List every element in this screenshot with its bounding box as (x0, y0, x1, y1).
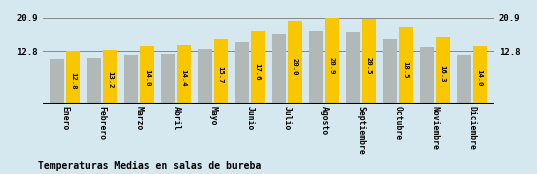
Bar (272, 34, 286, 104)
Text: 17.6: 17.6 (255, 63, 261, 80)
Text: 14.0: 14.0 (476, 69, 483, 87)
Bar (457, 55, 471, 104)
Text: 18.5: 18.5 (403, 61, 409, 78)
Bar (177, 45, 191, 104)
Text: 20.0: 20.0 (292, 58, 297, 76)
Bar (288, 21, 302, 104)
Bar (251, 31, 265, 104)
Bar (198, 49, 212, 104)
Bar (309, 31, 323, 104)
Text: 14.0: 14.0 (144, 69, 150, 87)
Text: Temperaturas Medias en salas de bureba: Temperaturas Medias en salas de bureba (38, 160, 261, 171)
Bar (103, 50, 117, 104)
Bar (420, 47, 434, 104)
Bar (161, 54, 176, 104)
Text: 12.8: 12.8 (70, 72, 76, 89)
Bar (436, 37, 449, 104)
Bar (398, 27, 412, 104)
Bar (50, 59, 64, 104)
Bar (140, 46, 154, 104)
Bar (125, 55, 139, 104)
Bar (325, 18, 339, 104)
Text: 20.5: 20.5 (366, 57, 372, 75)
Text: 16.3: 16.3 (440, 65, 446, 83)
Bar (346, 32, 360, 104)
Text: 14.4: 14.4 (181, 69, 187, 86)
Text: 15.7: 15.7 (218, 66, 224, 84)
Bar (66, 51, 80, 104)
Bar (214, 39, 228, 104)
Bar (473, 46, 487, 104)
Text: 20.9: 20.9 (329, 57, 335, 74)
Bar (235, 42, 249, 104)
Bar (361, 19, 376, 104)
Bar (88, 58, 101, 104)
Bar (383, 39, 397, 104)
Text: 13.2: 13.2 (107, 71, 113, 88)
